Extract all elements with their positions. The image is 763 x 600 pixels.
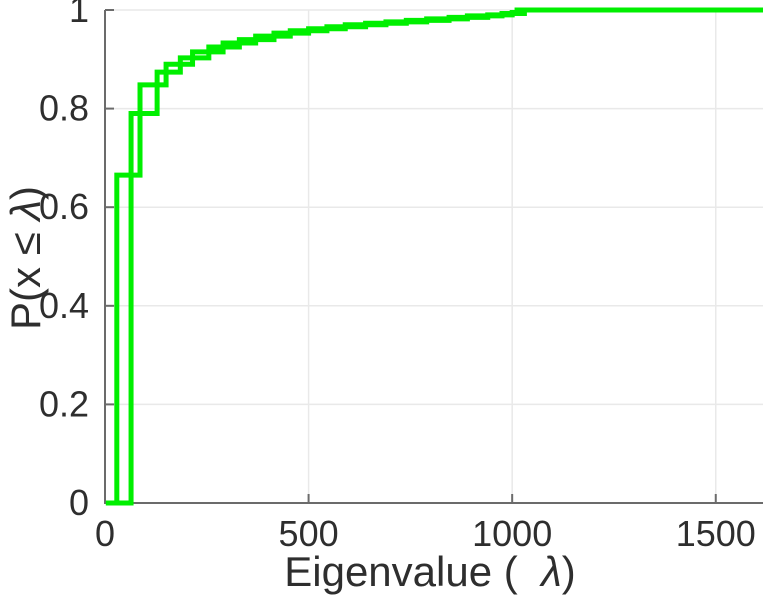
ecdf-curves — [105, 7, 763, 506]
y-tick-label: 0.6 — [39, 186, 89, 227]
x-axis-label: Eigenvalue ( λ) — [284, 548, 576, 595]
lambda-symbol: λ — [539, 548, 562, 595]
y-axis-label-prefix: P(x ≤ — [2, 221, 49, 330]
x-tick-label: 500 — [279, 513, 339, 554]
y-tick-label: 0 — [69, 482, 89, 523]
x-axis-label-prefix: Eigenvalue ( — [284, 548, 541, 595]
y-tick-label: 1 — [69, 0, 89, 30]
y-axis-label: P(x ≤ λ) — [2, 186, 49, 330]
tick-marks — [104, 9, 717, 504]
x-tick-label: 1500 — [676, 513, 756, 554]
x-axis-label-suffix: ) — [562, 548, 576, 595]
x-tick-label: 0 — [95, 513, 115, 554]
lambda-symbol: λ — [2, 200, 49, 223]
gridlines — [105, 9, 763, 503]
y-tick-label: 0.8 — [39, 88, 89, 129]
y-axis-label-suffix: ) — [2, 186, 49, 200]
axes — [104, 10, 763, 504]
x-tick-label: 1000 — [472, 513, 552, 554]
y-tick-label: 0.4 — [39, 285, 89, 326]
tick-labels: 0 500 1000 1500 0 0.2 0.4 0.6 0.8 1 — [39, 0, 756, 554]
ecdf-curve-1 — [105, 7, 763, 506]
ecdf-curve-2 — [116, 7, 763, 506]
y-tick-label: 0.2 — [39, 383, 89, 424]
